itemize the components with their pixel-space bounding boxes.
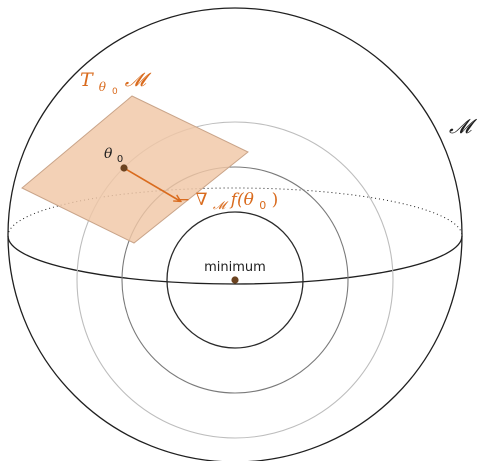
gradient-prefix: − ∇ [176, 190, 208, 210]
contour-inner [166, 211, 304, 349]
tangent-sub-zero: 0 [112, 87, 118, 97]
gradient-arrow [123, 167, 180, 201]
tangent-space-label: T θ 0 𝓜 [80, 69, 152, 99]
theta0-subscript: 0 [117, 154, 123, 165]
gradient-subscript-zero: 0 [259, 199, 266, 212]
tangent-M: 𝓜 [125, 69, 152, 91]
sphere-outline [7, 7, 463, 461]
theta0-point [120, 164, 128, 172]
contour-middle [121, 166, 349, 394]
gradient-label: − ∇ 𝓜 f(θ 0 ) [176, 190, 278, 214]
minimum-label: minimum [204, 260, 266, 275]
manifold-label: 𝓜 [449, 114, 478, 138]
theta0-symbol: θ [104, 146, 113, 162]
contour-outer [76, 121, 394, 439]
tangent-plane [21, 95, 249, 244]
tangent-sub-theta: θ [99, 80, 107, 94]
theta0-label: θ 0 [104, 146, 123, 165]
gradient-function: f(θ [229, 190, 254, 210]
equator-front [7, 235, 463, 285]
minimum-point [231, 276, 239, 284]
equator-back [7, 187, 463, 237]
gradient-close: ) [272, 190, 279, 210]
tangent-T: T [80, 69, 94, 91]
gradient-subscript: 𝓜 [213, 199, 229, 212]
